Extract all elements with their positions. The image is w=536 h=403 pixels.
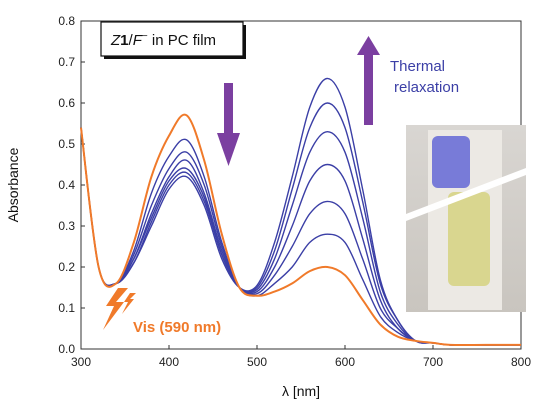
label-sup: − [142,31,148,42]
increase-arrow-icon [357,36,380,125]
x-tick-label: 800 [511,355,531,369]
series-line-orange [80,113,521,347]
label-suffix: in PC film [148,32,216,49]
y-tick-label: 0.5 [58,137,75,151]
label-slash: / [129,32,134,49]
y-tick-label: 0.8 [58,14,75,28]
x-tick-label: 500 [247,355,267,369]
y-axis: 0.0 0.1 0.2 0.3 0.4 0.5 0.6 0.7 0.8 [58,14,85,356]
y-tick-label: 0.6 [58,96,75,110]
svg-text:Z1/F− in PC film: Z1/F− in PC film [110,31,216,49]
y-tick-label: 0.2 [58,260,75,274]
x-tick-label: 400 [159,355,179,369]
y-tick-label: 0.7 [58,55,75,69]
lightning-icon [103,288,136,330]
y-tick-label: 0.0 [58,342,75,356]
vis-label: Vis (590 nm) [133,319,221,336]
thermal-label-line1: Thermal [390,58,445,75]
x-axis: 300 400 500 600 700 800 [71,345,531,369]
decrease-arrow-icon [217,83,240,166]
thermal-label-line2: relaxation [394,79,459,96]
spectra-series [80,77,521,347]
film-photo-inset [406,125,526,312]
y-tick-label: 0.3 [58,219,75,233]
y-tick-label: 0.1 [58,301,75,315]
x-tick-label: 300 [71,355,91,369]
y-axis-title: Absorbance [5,147,21,222]
label-1: 1 [120,32,128,49]
sample-label-box: Z1/F− in PC film [100,21,246,59]
x-tick-label: 700 [423,355,443,369]
label-z: Z [110,32,121,49]
y-tick-label: 0.4 [58,178,75,192]
x-axis-title: λ [nm] [282,383,320,399]
label-f: F [133,32,143,49]
x-tick-label: 600 [335,355,355,369]
